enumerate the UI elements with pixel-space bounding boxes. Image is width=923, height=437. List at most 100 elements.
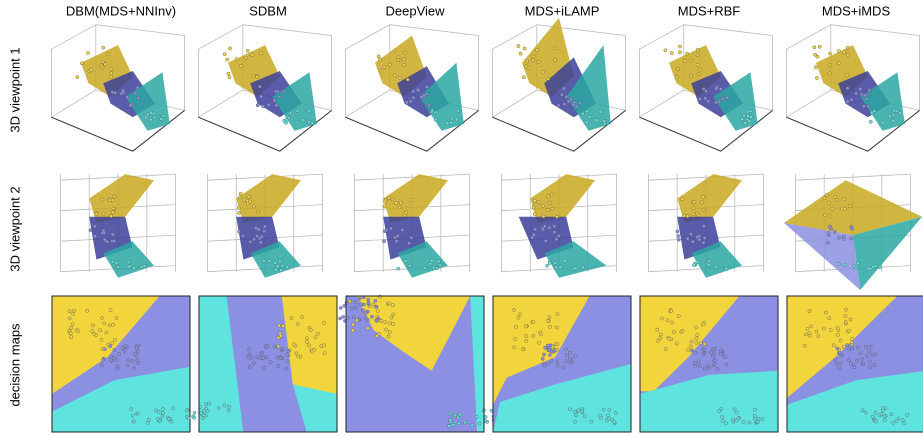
point	[557, 234, 560, 237]
point	[434, 118, 437, 121]
point	[565, 95, 568, 98]
point	[556, 342, 559, 345]
point	[116, 367, 119, 370]
point	[725, 96, 728, 99]
point	[115, 358, 118, 361]
point	[397, 267, 400, 270]
point	[842, 345, 845, 348]
point	[412, 90, 415, 93]
point	[862, 362, 865, 365]
point	[103, 238, 106, 241]
point	[542, 353, 545, 356]
point	[594, 118, 597, 121]
point	[255, 234, 258, 237]
point	[686, 237, 689, 240]
point	[549, 201, 552, 204]
point	[724, 356, 727, 359]
point	[714, 101, 717, 104]
point	[406, 207, 409, 210]
point	[471, 424, 474, 427]
point	[226, 58, 229, 61]
point	[367, 301, 370, 304]
point	[847, 359, 850, 362]
point	[668, 337, 671, 340]
point	[543, 364, 546, 367]
point	[838, 366, 841, 369]
point	[290, 316, 293, 319]
point	[756, 420, 759, 423]
point	[533, 212, 536, 215]
point	[588, 115, 591, 118]
point	[847, 348, 850, 351]
point	[556, 364, 559, 367]
point	[425, 86, 428, 89]
point	[694, 351, 697, 354]
point	[395, 240, 398, 243]
point	[273, 99, 276, 102]
point	[402, 58, 405, 61]
point	[276, 90, 279, 93]
point	[311, 122, 314, 125]
point	[527, 66, 530, 69]
point	[279, 334, 282, 337]
point	[374, 305, 377, 308]
point	[715, 265, 718, 268]
point	[850, 341, 853, 344]
point	[548, 348, 551, 351]
point	[525, 335, 528, 338]
point	[695, 326, 698, 329]
point	[721, 415, 724, 418]
point	[702, 353, 705, 356]
point	[366, 318, 369, 321]
point	[837, 262, 840, 265]
point	[846, 74, 849, 77]
point	[564, 360, 567, 363]
point	[856, 262, 859, 265]
point	[372, 303, 375, 306]
point	[117, 352, 120, 355]
point	[259, 241, 262, 244]
surface	[89, 174, 154, 223]
point	[323, 352, 326, 355]
point	[575, 105, 578, 108]
point	[747, 115, 750, 118]
point	[678, 45, 681, 48]
point	[524, 325, 527, 328]
point	[91, 324, 94, 327]
point	[268, 259, 271, 262]
point	[837, 49, 840, 52]
point	[539, 333, 542, 336]
point	[724, 422, 727, 425]
point	[93, 225, 96, 228]
point	[859, 352, 862, 355]
point	[407, 242, 410, 245]
point	[99, 329, 102, 332]
point	[560, 93, 563, 96]
point	[863, 94, 866, 97]
point	[546, 362, 549, 365]
point	[895, 419, 898, 422]
point	[238, 230, 241, 233]
point	[111, 323, 114, 326]
point	[249, 240, 252, 243]
point	[834, 196, 837, 199]
point	[682, 214, 685, 217]
point	[607, 417, 610, 420]
panel-3d-view-2	[207, 174, 322, 278]
point	[610, 418, 613, 421]
point	[287, 350, 290, 353]
point	[575, 414, 578, 417]
point	[689, 75, 692, 78]
point	[131, 414, 134, 417]
point	[161, 414, 164, 417]
point	[659, 337, 662, 340]
point	[697, 360, 700, 363]
point	[358, 297, 361, 300]
point	[354, 306, 357, 309]
point	[223, 404, 226, 407]
point	[532, 320, 535, 323]
point	[681, 329, 684, 332]
point	[719, 349, 722, 352]
point	[207, 402, 210, 405]
point	[544, 239, 547, 242]
